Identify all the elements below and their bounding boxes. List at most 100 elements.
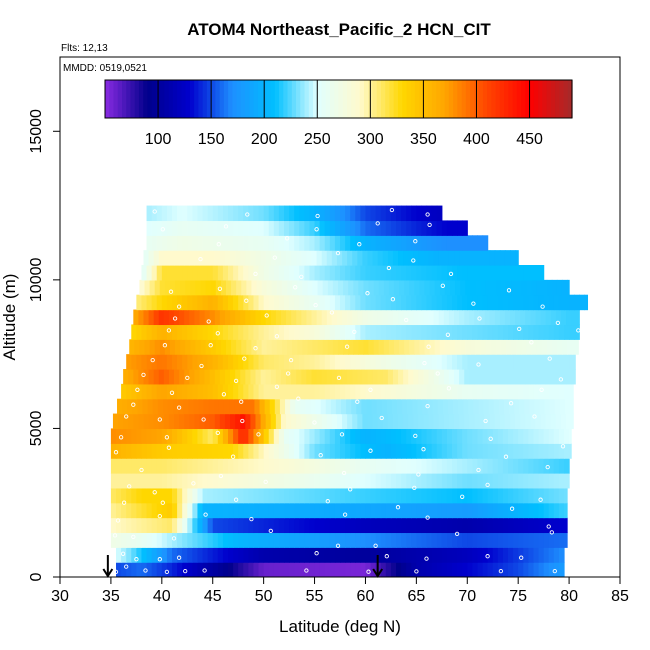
- heatmap-cell: [528, 428, 535, 444]
- heatmap-cell: [357, 413, 363, 430]
- heatmap-cell: [492, 517, 499, 534]
- heatmap-cell: [380, 294, 387, 311]
- heatmap-cell: [543, 324, 550, 340]
- sample-point: [336, 375, 342, 381]
- heatmap-cell: [299, 458, 305, 474]
- sample-point: [169, 390, 175, 395]
- heatmap-cell: [334, 562, 341, 577]
- heatmap-cell: [426, 532, 433, 548]
- colorbar-swatch: [529, 80, 535, 118]
- heatmap-cell: [184, 250, 190, 266]
- heatmap-cell: [452, 443, 458, 459]
- heatmap-cell: [446, 562, 453, 577]
- heatmap-cell: [377, 250, 384, 266]
- sample-point: [404, 317, 409, 323]
- heatmap-cell: [269, 398, 276, 415]
- heatmap-cell: [492, 532, 499, 548]
- heatmap-cell: [133, 369, 139, 385]
- heatmap-cell: [460, 339, 466, 355]
- sample-point: [312, 420, 317, 425]
- heatmap-cell: [370, 428, 377, 444]
- colorbar-swatch: [236, 80, 242, 118]
- heatmap-cell: [457, 562, 463, 577]
- heatmap-cell: [217, 324, 224, 340]
- heatmap-cell: [375, 354, 382, 370]
- heatmap-cell: [334, 487, 341, 504]
- heatmap-cell: [545, 309, 552, 326]
- heatmap-cell: [143, 309, 150, 326]
- heatmap-cell: [426, 428, 433, 444]
- heatmap-cell: [238, 428, 244, 444]
- heatmap-cell: [489, 369, 496, 385]
- heatmap-cell: [479, 309, 486, 326]
- heatmap-cell: [413, 369, 419, 385]
- sample-point: [152, 209, 157, 214]
- heatmap-cell: [228, 324, 234, 340]
- heatmap-cell: [355, 532, 361, 548]
- heatmap-cell: [358, 339, 365, 355]
- sample-point: [293, 285, 298, 290]
- heatmap-cell: [426, 458, 433, 474]
- heatmap-cell: [192, 458, 199, 474]
- heatmap-cell: [321, 413, 328, 430]
- heatmap-cell: [558, 502, 565, 519]
- sample-point: [256, 432, 261, 437]
- heatmap-cell: [350, 294, 356, 311]
- colorbar-swatch: [138, 80, 144, 118]
- heatmap-cell: [518, 532, 524, 548]
- heatmap-cell: [528, 443, 535, 459]
- heatmap-cell: [172, 265, 178, 281]
- heatmap-cell: [477, 383, 484, 400]
- heatmap-cell: [275, 369, 282, 385]
- heatmap-cell: [470, 279, 477, 296]
- heatmap-cell: [388, 279, 395, 296]
- heatmap-cell: [538, 562, 545, 577]
- heatmap-cell: [336, 309, 343, 326]
- heatmap-cell: [487, 383, 494, 400]
- heatmap-cell: [217, 205, 224, 222]
- heatmap-cell: [161, 517, 168, 534]
- heatmap-cell: [228, 547, 234, 563]
- colorbar: [104, 79, 573, 119]
- heatmap-cell: [228, 443, 234, 459]
- heatmap-cell: [212, 294, 219, 311]
- heatmap-cell: [553, 324, 560, 340]
- heatmap-cell: [264, 398, 271, 415]
- heatmap-cell: [448, 309, 455, 326]
- heatmap-cell: [334, 205, 341, 222]
- heatmap-cell: [304, 220, 311, 236]
- heatmap-cell: [273, 324, 280, 340]
- heatmap-cell: [345, 324, 351, 340]
- sample-point: [139, 467, 144, 473]
- heatmap-cell: [253, 354, 260, 370]
- heatmap-cell: [497, 517, 504, 534]
- heatmap-cell: [548, 458, 555, 474]
- heatmap-cell: [268, 487, 275, 504]
- heatmap-cell: [523, 443, 529, 459]
- heatmap-cell: [357, 369, 363, 385]
- heatmap-cell: [455, 279, 461, 296]
- colorbar-swatch: [287, 80, 293, 118]
- heatmap-cell: [292, 279, 298, 296]
- heatmap-cell: [502, 502, 509, 519]
- x-axis: 30 35 40 45 50 55 60 65 70 75 80 85: [51, 576, 629, 605]
- heatmap-cell: [390, 354, 397, 370]
- sample-point: [426, 344, 431, 349]
- heatmap-cell: [299, 235, 305, 251]
- heatmap-cell: [177, 562, 183, 577]
- sample-point: [416, 472, 421, 477]
- heatmap-cell: [263, 265, 270, 281]
- heatmap-cell: [411, 235, 417, 251]
- heatmap-cell: [172, 354, 178, 370]
- heatmap-cell: [406, 443, 412, 459]
- heatmap-cell: [255, 309, 262, 326]
- heatmap-cell: [518, 473, 524, 489]
- heatmap-cell: [431, 517, 438, 534]
- x-tick-label: 50: [255, 588, 273, 605]
- sample-point: [379, 415, 384, 421]
- heatmap-cell: [350, 487, 356, 504]
- heatmap-cell: [459, 413, 465, 430]
- sample-point: [517, 326, 522, 332]
- heatmap-cell: [375, 502, 382, 519]
- heatmap-cell: [523, 532, 529, 548]
